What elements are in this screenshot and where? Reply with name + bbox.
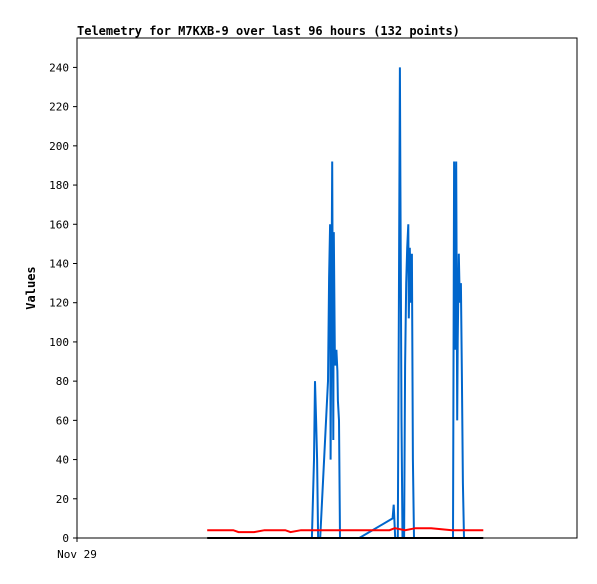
- series-layer: [207, 67, 484, 539]
- y-tick-label: 60: [56, 414, 69, 427]
- y-tick-label: 120: [49, 297, 69, 310]
- y-tick-label: 80: [56, 375, 69, 388]
- y-axis-label: Values: [24, 266, 38, 309]
- series-line-1: [310, 67, 470, 539]
- y-tick-label: 200: [49, 140, 69, 153]
- plot-area-frame: [76, 37, 578, 539]
- x-tick-label: Nov 29: [57, 548, 97, 561]
- chart-title: Telemetry for M7KXB-9 over last 96 hours…: [77, 24, 460, 38]
- y-tick-label: 220: [49, 101, 69, 114]
- y-tick-label: 100: [49, 336, 69, 349]
- y-tick-label: 0: [62, 532, 69, 545]
- y-tick-label: 40: [56, 454, 69, 467]
- series-line-2: [207, 527, 484, 534]
- y-axis: 0 20 40 60 80 100 120 140 160 180 200 220 240: [49, 61, 77, 545]
- y-tick-label: 180: [49, 179, 69, 192]
- y-tick-label: 140: [49, 257, 69, 270]
- y-tick-label: 20: [56, 493, 69, 506]
- x-axis: Nov 29: [57, 538, 97, 561]
- y-tick-label: 160: [49, 218, 69, 231]
- y-tick-label: 240: [49, 61, 69, 74]
